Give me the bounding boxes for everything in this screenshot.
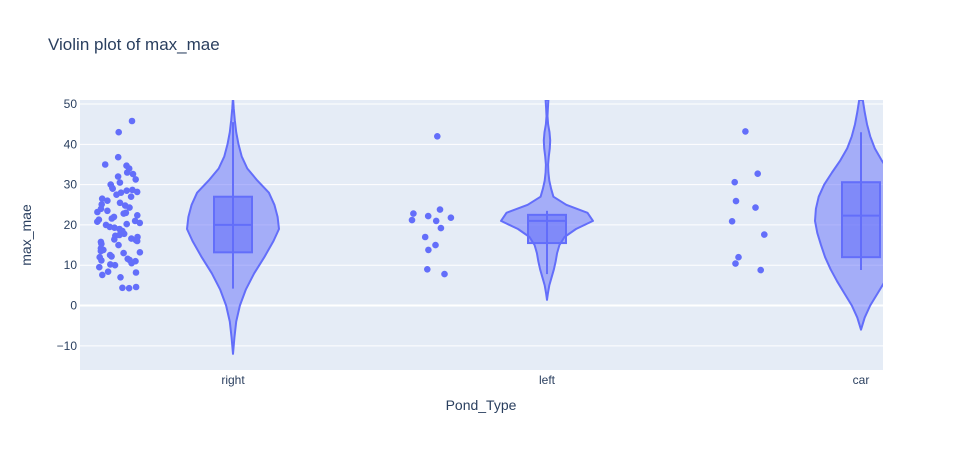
data-point bbox=[125, 284, 133, 292]
data-point bbox=[99, 271, 106, 279]
data-point bbox=[114, 153, 122, 161]
x-tick-labels: right left car bbox=[221, 373, 869, 387]
y-tick-label: 50 bbox=[64, 97, 78, 111]
data-point bbox=[132, 269, 140, 276]
y-tick-label: 0 bbox=[70, 299, 77, 313]
data-point bbox=[421, 233, 429, 241]
data-point bbox=[96, 263, 103, 271]
data-point bbox=[761, 231, 768, 238]
data-point bbox=[119, 284, 126, 292]
data-point bbox=[432, 241, 439, 249]
y-tick-label: 20 bbox=[64, 218, 78, 232]
y-axis-label: max_mae bbox=[18, 204, 34, 266]
data-point bbox=[96, 253, 103, 261]
data-point bbox=[114, 173, 122, 180]
data-point bbox=[136, 249, 144, 256]
data-point bbox=[101, 161, 109, 168]
data-point bbox=[98, 195, 106, 202]
data-point bbox=[123, 187, 130, 194]
data-point bbox=[732, 260, 739, 267]
data-point bbox=[134, 233, 141, 241]
data-point bbox=[115, 128, 122, 136]
data-point bbox=[434, 133, 441, 140]
data-point bbox=[104, 197, 111, 204]
data-point bbox=[124, 255, 131, 263]
data-point bbox=[410, 210, 417, 217]
data-point bbox=[121, 202, 129, 209]
data-point bbox=[128, 117, 136, 125]
data-point bbox=[98, 201, 105, 208]
data-point bbox=[106, 251, 114, 259]
data-point bbox=[107, 181, 114, 188]
data-point bbox=[110, 213, 118, 221]
data-point bbox=[129, 170, 137, 178]
data-point bbox=[128, 235, 135, 242]
x-axis-label: Pond_Type bbox=[446, 397, 517, 413]
data-point bbox=[122, 209, 130, 217]
violin-left bbox=[408, 100, 594, 301]
data-point bbox=[131, 217, 139, 225]
data-point bbox=[123, 220, 130, 228]
violin-layer bbox=[94, 100, 883, 355]
data-point bbox=[116, 199, 124, 207]
y-tick-label: −10 bbox=[57, 339, 78, 353]
data-point bbox=[728, 218, 736, 225]
data-point bbox=[116, 179, 124, 186]
violin-right bbox=[94, 100, 280, 355]
data-point bbox=[102, 221, 110, 229]
y-tick-label: 30 bbox=[64, 178, 78, 192]
x-tick-label: right bbox=[221, 373, 245, 387]
data-point bbox=[437, 224, 445, 232]
data-point bbox=[757, 266, 764, 274]
data-point bbox=[441, 270, 448, 278]
data-point bbox=[115, 241, 122, 249]
data-point bbox=[132, 283, 140, 291]
data-point bbox=[117, 189, 125, 196]
data-point bbox=[132, 176, 139, 183]
data-point bbox=[425, 246, 432, 254]
data-point bbox=[134, 212, 141, 219]
x-tick-label: left bbox=[539, 373, 556, 387]
y-tick-labels: −10 0 10 20 30 40 50 bbox=[57, 97, 78, 353]
data-point bbox=[117, 274, 124, 281]
data-point bbox=[104, 207, 111, 215]
data-point bbox=[97, 238, 105, 246]
data-point bbox=[752, 204, 759, 211]
chart-title: Violin plot of max_mae bbox=[48, 35, 220, 54]
x-tick-label: car bbox=[853, 373, 870, 387]
violin-box bbox=[527, 213, 567, 245]
data-point bbox=[120, 249, 127, 257]
data-point bbox=[123, 162, 130, 169]
data-point bbox=[129, 186, 136, 194]
violin-car bbox=[728, 100, 883, 331]
violin-box bbox=[841, 181, 881, 259]
data-point bbox=[95, 216, 103, 223]
y-tick-label: 40 bbox=[64, 137, 78, 151]
violin-body bbox=[500, 100, 594, 301]
data-point bbox=[424, 266, 431, 273]
data-point bbox=[107, 261, 114, 268]
data-point bbox=[104, 268, 112, 276]
data-point bbox=[432, 217, 440, 225]
data-point bbox=[436, 206, 444, 213]
data-point bbox=[731, 178, 738, 186]
data-point bbox=[732, 197, 740, 205]
data-point bbox=[132, 257, 139, 265]
data-point bbox=[408, 216, 416, 224]
data-point bbox=[424, 212, 432, 220]
data-point bbox=[742, 128, 749, 135]
data-point bbox=[447, 214, 455, 221]
y-tick-label: 10 bbox=[64, 258, 78, 272]
data-point bbox=[754, 170, 761, 177]
data-point bbox=[116, 225, 123, 233]
data-point bbox=[127, 193, 135, 200]
data-point bbox=[735, 253, 742, 261]
